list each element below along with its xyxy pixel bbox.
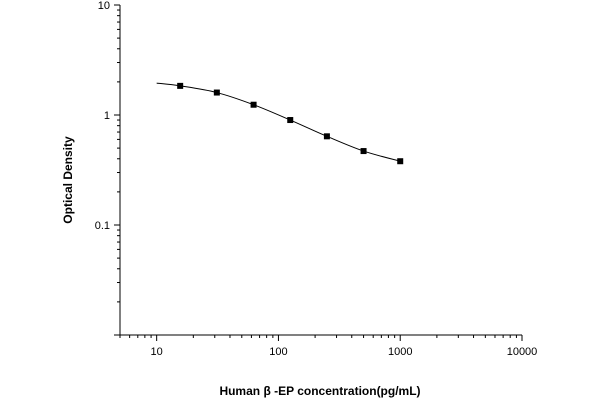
- x-tick-label: 1000: [388, 346, 412, 358]
- y-tick-label: 0.1: [95, 220, 110, 232]
- tick-labels: 10 100 1000 10000 0.1 1 10: [95, 0, 538, 358]
- data-points: [177, 82, 404, 165]
- data-point: [360, 148, 367, 155]
- x-tick-label: 10: [151, 346, 163, 358]
- axes: [114, 4, 523, 341]
- data-point: [397, 158, 404, 165]
- x-tick-label: 10000: [507, 346, 538, 358]
- data-point: [177, 82, 184, 89]
- data-point: [250, 101, 257, 108]
- y-axis-title: Optical Density: [61, 136, 75, 224]
- y-tick-label: 10: [98, 0, 110, 12]
- data-point: [323, 133, 330, 140]
- x-axis-title: Human β -EP concentration(pg/mL): [219, 384, 420, 398]
- data-point: [213, 89, 220, 96]
- y-tick-label: 1: [104, 110, 110, 122]
- x-tick-label: 100: [269, 346, 287, 358]
- data-point: [287, 117, 294, 124]
